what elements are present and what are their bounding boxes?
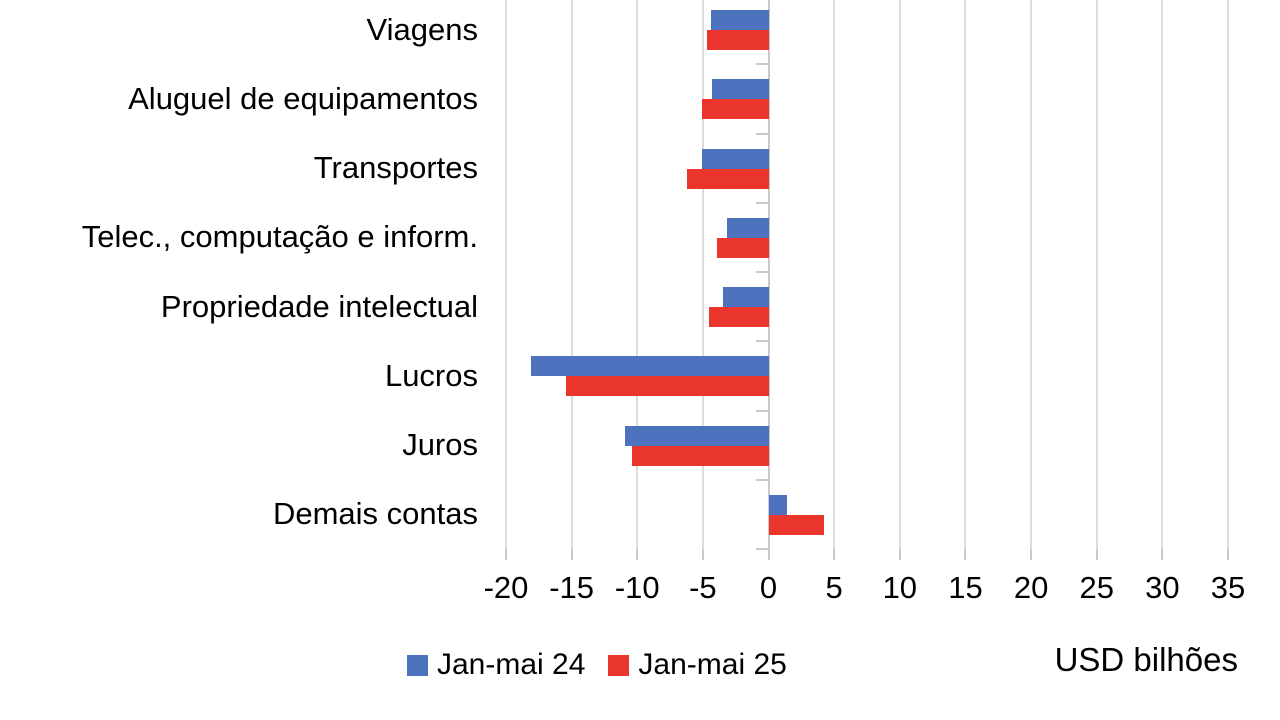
bar-jan-mai-24: [530, 356, 769, 377]
value-axis-tick: [964, 549, 967, 560]
x-tick-label: -20: [483, 570, 529, 605]
value-axis-tick: [833, 549, 836, 560]
gridline: [570, 0, 573, 549]
bar-jan-mai-25: [566, 376, 769, 397]
bar-jan-mai-24: [701, 148, 769, 169]
value-axis-tick: [505, 549, 507, 560]
category-axis-tick: [755, 409, 768, 412]
x-tick-label: 0: [759, 570, 778, 605]
bar-jan-mai-25: [768, 514, 824, 535]
gridline: [1095, 0, 1098, 549]
value-axis-tick: [636, 549, 639, 560]
value-axis-tick: [1095, 549, 1098, 560]
category-label: Propriedade intelectual: [160, 288, 478, 324]
category-axis-tick: [755, 63, 768, 66]
category-label: Demais contas: [272, 496, 478, 532]
category-axis-tick: [755, 340, 768, 343]
x-tick-label: -10: [614, 570, 660, 605]
gridline: [505, 0, 507, 549]
bar-jan-mai-25: [709, 307, 769, 328]
gridline: [636, 0, 639, 549]
gridline: [1030, 0, 1033, 549]
value-axis-tick: [1161, 549, 1164, 560]
gridline: [898, 0, 901, 549]
x-tick-label: -5: [689, 570, 717, 605]
value-axis-tick: [570, 549, 573, 560]
x-tick-label: 35: [1210, 570, 1246, 605]
value-axis-tick: [1030, 549, 1033, 560]
x-tick-label: 10: [882, 570, 918, 605]
x-tick-label: 15: [948, 570, 983, 605]
bar-jan-mai-25: [706, 30, 769, 51]
gridline: [1227, 0, 1229, 549]
category-label: Viagens: [366, 11, 478, 47]
category-label: Aluguel de equipamentos: [128, 80, 478, 116]
value-axis-tick: [701, 549, 704, 560]
x-tick-label: -15: [549, 570, 595, 605]
bar-jan-mai-24: [712, 79, 769, 100]
x-tick-label: 25: [1079, 570, 1114, 605]
category-label: Lucros: [384, 357, 478, 393]
legend-item-jan-mai-25: Jan-mai 25: [608, 648, 787, 682]
bar-jan-mai-24: [710, 10, 769, 31]
bar-jan-mai-24: [625, 425, 769, 446]
bar-jan-mai-24: [722, 287, 769, 308]
bar-jan-mai-24: [726, 217, 769, 238]
bar-jan-mai-24: [768, 494, 787, 515]
value-axis-tick: [898, 549, 901, 560]
category-axis-tick: [755, 201, 768, 204]
legend-item-jan-mai-24: Jan-mai 24: [407, 648, 585, 682]
category-axis-tick: [755, 271, 768, 273]
category-axis-tick: [755, 548, 768, 550]
legend: Jan-mai 24 Jan-mai 25: [407, 648, 787, 682]
value-axis-tick: [1227, 549, 1229, 560]
gridline: [964, 0, 967, 549]
legend-swatch-jan-mai-24: [407, 654, 428, 676]
x-tick-label: 30: [1145, 570, 1180, 605]
category-label: Transportes: [313, 150, 478, 186]
bar-jan-mai-25: [687, 168, 769, 189]
bar-jan-mai-25: [717, 237, 769, 258]
zero-axis-line: [767, 0, 770, 560]
x-tick-label: 20: [1013, 570, 1049, 605]
gridline: [833, 0, 836, 549]
bar-jan-mai-25: [701, 99, 769, 120]
x-tick-label: 5: [825, 570, 843, 605]
legend-label-jan-mai-24: Jan-mai 24: [437, 648, 586, 681]
legend-label-jan-mai-25: Jan-mai 25: [638, 648, 787, 681]
category-axis-tick: [755, 132, 768, 135]
gridline: [1161, 0, 1164, 549]
category-axis-tick: [755, 478, 768, 481]
category-label: Juros: [402, 427, 478, 463]
axis-unit-label: USD bilhões: [1054, 641, 1238, 678]
gridline: [701, 0, 704, 549]
category-label: Telec., computação e inform.: [81, 219, 478, 255]
bar-jan-mai-25: [632, 445, 769, 466]
legend-swatch-jan-mai-25: [608, 654, 630, 676]
